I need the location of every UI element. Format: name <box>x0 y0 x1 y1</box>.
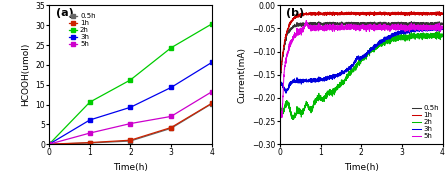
5h <box>277 109 283 111</box>
1h <box>352 12 358 15</box>
5h <box>286 50 291 52</box>
1h <box>409 10 414 12</box>
0.5h <box>87 142 93 144</box>
2h <box>169 47 174 49</box>
Line: 2h: 2h <box>47 22 214 147</box>
0.5h <box>440 23 445 25</box>
3h <box>169 86 174 88</box>
0.5h <box>46 143 52 145</box>
Y-axis label: Current(mA): Current(mA) <box>238 47 247 103</box>
5h <box>304 19 309 22</box>
5h <box>128 122 133 125</box>
1h <box>356 12 362 14</box>
5h <box>435 26 441 28</box>
2h <box>87 101 93 103</box>
0.5h <box>352 23 358 25</box>
3h <box>352 60 358 62</box>
2h <box>352 66 358 68</box>
2h <box>128 79 133 81</box>
2h <box>405 36 411 38</box>
3h <box>209 61 215 64</box>
3h <box>356 57 362 59</box>
1h <box>46 143 52 145</box>
Line: 2h: 2h <box>280 31 443 120</box>
1h <box>405 12 411 14</box>
X-axis label: Time(h): Time(h) <box>344 163 379 172</box>
5h <box>169 115 174 117</box>
Legend: 0.5h, 1h, 2h, 3h, 5h: 0.5h, 1h, 2h, 3h, 5h <box>69 13 96 47</box>
2h <box>435 34 441 36</box>
1h <box>435 13 440 15</box>
2h <box>435 35 440 37</box>
2h <box>46 143 52 145</box>
5h <box>279 117 285 119</box>
Line: 1h: 1h <box>47 101 214 147</box>
Line: 0.5h: 0.5h <box>47 101 214 147</box>
Text: (a): (a) <box>56 8 73 18</box>
3h <box>46 143 52 145</box>
Line: 1h: 1h <box>280 11 443 80</box>
0.5h <box>405 22 411 25</box>
3h <box>405 30 411 32</box>
5h <box>87 132 93 134</box>
3h <box>87 119 93 121</box>
Line: 0.5h: 0.5h <box>280 22 443 84</box>
1h <box>87 142 93 144</box>
5h <box>435 27 441 29</box>
0.5h <box>128 140 133 142</box>
0.5h <box>356 22 362 24</box>
3h <box>436 25 442 27</box>
2h <box>356 62 362 65</box>
Y-axis label: HCOOH(umol): HCOOH(umol) <box>21 43 30 106</box>
1h <box>440 13 445 15</box>
1h <box>209 102 215 104</box>
5h <box>440 28 445 30</box>
Text: (b): (b) <box>287 8 304 18</box>
5h <box>352 28 358 30</box>
X-axis label: Time(h): Time(h) <box>113 163 148 172</box>
5h <box>209 91 215 93</box>
1h <box>277 79 283 82</box>
1h <box>128 139 133 141</box>
3h <box>283 92 289 94</box>
2h <box>436 30 442 32</box>
3h <box>440 28 445 30</box>
1h <box>286 27 291 29</box>
Line: 5h: 5h <box>280 20 443 118</box>
1h <box>435 12 441 15</box>
0.5h <box>277 83 283 85</box>
3h <box>277 81 283 83</box>
Line: 3h: 3h <box>47 60 214 147</box>
2h <box>277 103 283 105</box>
0.5h <box>169 127 174 129</box>
3h <box>128 106 133 108</box>
0.5h <box>209 103 215 105</box>
5h <box>357 27 362 29</box>
0.5h <box>409 21 414 23</box>
0.5h <box>435 23 441 25</box>
2h <box>290 119 295 121</box>
2h <box>209 23 215 25</box>
3h <box>286 87 291 90</box>
Line: 3h: 3h <box>280 26 443 93</box>
Line: 5h: 5h <box>47 89 214 147</box>
2h <box>440 35 445 38</box>
5h <box>46 143 52 145</box>
0.5h <box>286 31 291 33</box>
3h <box>435 28 440 30</box>
5h <box>405 29 411 31</box>
1h <box>169 126 174 129</box>
Legend: 0.5h, 1h, 2h, 3h, 5h: 0.5h, 1h, 2h, 3h, 5h <box>412 105 439 139</box>
3h <box>435 27 441 30</box>
0.5h <box>435 23 440 25</box>
2h <box>286 103 291 105</box>
